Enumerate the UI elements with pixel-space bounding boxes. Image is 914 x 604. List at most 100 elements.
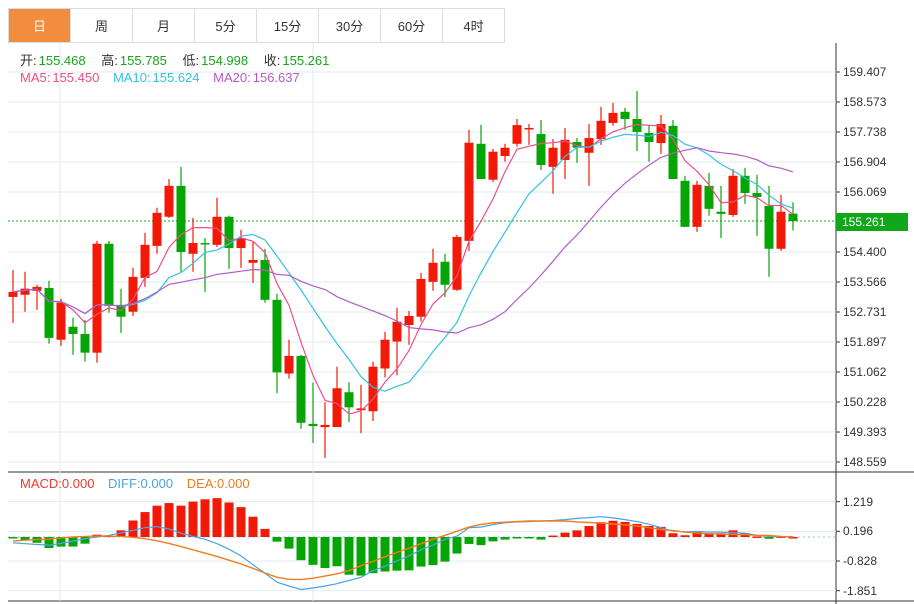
ma5-label: MA5: — [20, 70, 51, 85]
candle-down — [260, 259, 270, 300]
macd-bar-positive — [620, 521, 630, 537]
open-value: 155.468 — [38, 53, 86, 68]
candle-down — [176, 185, 186, 253]
ma20-line — [12, 147, 794, 334]
candle-up — [20, 288, 30, 295]
macd-bar-negative — [356, 537, 366, 576]
price-tick-label: 151.897 — [843, 334, 887, 349]
macd-bar-positive — [632, 523, 642, 537]
macd-bar-positive — [752, 536, 762, 538]
ma20-value: 156.637 — [252, 70, 300, 85]
tab-5min[interactable]: 5分 — [195, 9, 257, 43]
ma5-value: 155.450 — [52, 70, 100, 85]
macd-bar-negative — [80, 537, 90, 544]
close-label: 收: — [263, 53, 281, 68]
candle-down — [716, 211, 726, 214]
ohlc-readout: 开: 155.468 高: 155.785 低: 154.998 收: 155.261 — [20, 50, 341, 69]
macd-bar-positive — [116, 530, 126, 537]
high-label: 高: — [101, 53, 118, 68]
candle-down — [632, 118, 642, 132]
candle-up — [152, 212, 162, 246]
tab-30min[interactable]: 30分 — [319, 9, 381, 43]
tab-daily[interactable]: 日 — [9, 9, 71, 43]
price-tick-label: 149.393 — [843, 425, 887, 440]
macd-tick-label: 0.196 — [843, 524, 874, 539]
candle-down — [44, 287, 54, 338]
candle-down — [308, 423, 318, 427]
price-tick-label: 148.559 — [843, 455, 887, 469]
tab-4hour[interactable]: 4时 — [443, 9, 505, 43]
candle-down — [764, 205, 774, 249]
candle-down — [788, 213, 798, 222]
candle-up — [236, 237, 246, 249]
macd-bar-negative — [368, 537, 378, 574]
macd-bar-negative — [476, 537, 486, 546]
tab-60min[interactable]: 60分 — [381, 9, 443, 43]
macd-bar-negative — [500, 537, 510, 540]
candle-up — [500, 147, 510, 157]
price-tick-label: 157.738 — [843, 125, 887, 139]
macd-legend: MACD:0.000 DIFF:0.000 DEA:0.000 — [20, 476, 252, 491]
candle-up — [56, 302, 66, 340]
candle-up — [284, 355, 294, 374]
macd-bar-negative — [68, 537, 78, 547]
candle-down — [344, 392, 354, 408]
candle-down — [80, 333, 90, 353]
ma10-value: 155.624 — [152, 70, 200, 85]
candle-up — [164, 185, 174, 217]
candle-down — [104, 243, 114, 306]
price-tick-label: 156.069 — [843, 185, 887, 199]
candle-up — [212, 216, 222, 245]
current-price-tag: 155.261 — [836, 213, 908, 231]
macd-tick-label: -1.851 — [843, 583, 878, 598]
macd-bar-positive — [224, 502, 234, 537]
candle-down — [224, 216, 234, 249]
low-value: 154.998 — [201, 53, 249, 68]
macd-bar-positive — [572, 530, 582, 537]
tab-monthly[interactable]: 月 — [133, 9, 195, 43]
candle-down — [200, 243, 210, 245]
candle-up — [380, 339, 390, 369]
candle-up — [584, 138, 594, 153]
ma10-line — [12, 131, 794, 392]
macd-bar-negative — [416, 537, 426, 567]
candle-up — [8, 291, 18, 297]
macd-bar-positive — [656, 526, 666, 537]
candle-up — [524, 127, 534, 130]
candle-down — [644, 133, 654, 142]
tab-15min[interactable]: 15分 — [257, 9, 319, 43]
macd-bar-negative — [320, 537, 330, 569]
macd-bar-negative — [392, 537, 402, 571]
price-tick-label: 152.731 — [843, 305, 887, 319]
candle-up — [320, 424, 330, 428]
candle-up — [596, 120, 606, 140]
macd-bar-negative — [488, 537, 498, 542]
macd-bar-negative — [20, 537, 30, 540]
candle-down — [572, 141, 582, 148]
macd-bar-negative — [296, 537, 306, 561]
macd-bar-negative — [284, 537, 294, 549]
macd-bar-negative — [404, 537, 414, 571]
macd-bar-positive — [140, 512, 150, 537]
macd-bar-negative — [56, 537, 66, 547]
macd-bar-negative — [344, 537, 354, 575]
candle-up — [512, 125, 522, 144]
candle-down — [668, 125, 678, 180]
macd-bar-negative — [332, 537, 342, 567]
candle-up — [332, 388, 342, 428]
tab-weekly[interactable]: 周 — [71, 9, 133, 43]
macd-bar-positive — [548, 535, 558, 538]
price-tick-label: 151.062 — [843, 365, 887, 379]
macd-bar-negative — [464, 537, 474, 544]
candle-up — [452, 236, 462, 290]
low-label: 低: — [182, 53, 200, 68]
candle-down — [272, 299, 282, 373]
macd-bar-negative — [308, 537, 318, 565]
candle-down — [476, 143, 486, 180]
macd-bar-negative — [764, 537, 774, 539]
price-tick-label: 159.407 — [843, 65, 887, 79]
ma-readout: MA5: 155.450 MA10: 155.624 MA20: 156.637 — [20, 70, 302, 85]
candle-down — [68, 326, 78, 334]
macd-bar-positive — [200, 499, 210, 537]
